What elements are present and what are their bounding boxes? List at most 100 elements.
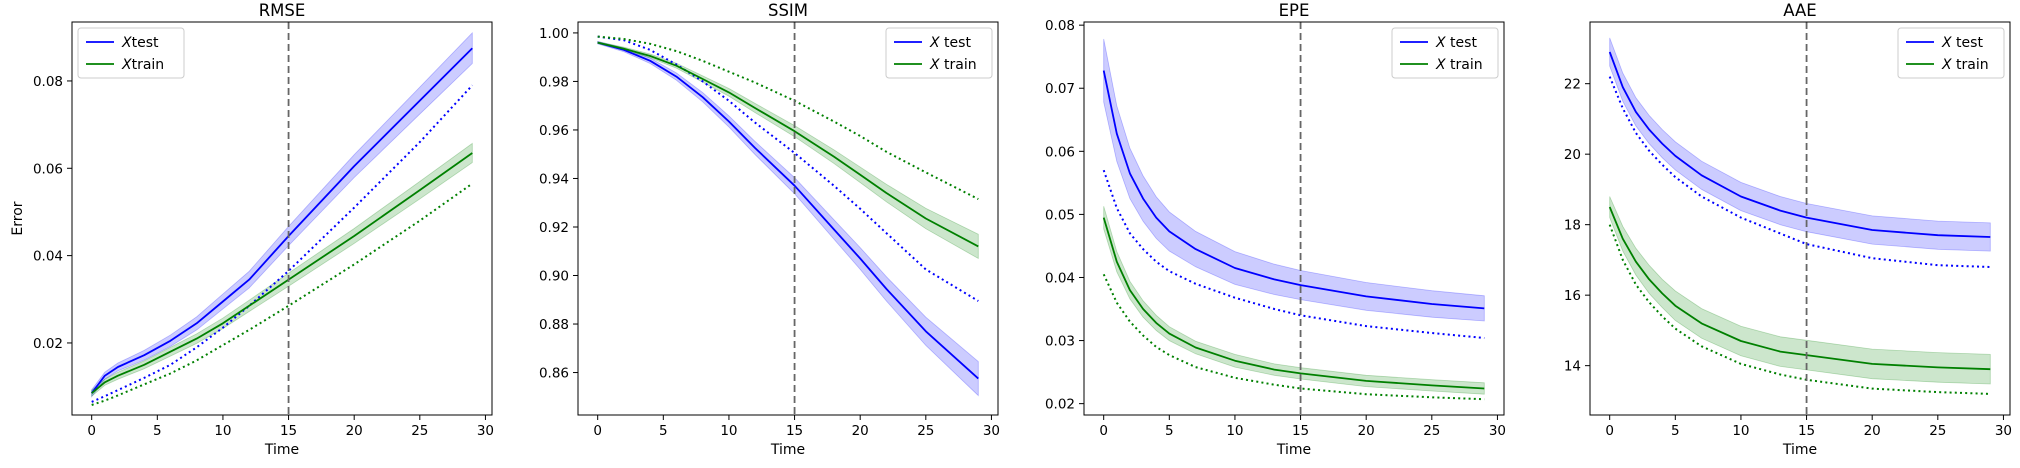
y-tick-label: 16 xyxy=(1564,288,1581,304)
x-tick-label: 15 xyxy=(1292,423,1309,439)
y-tick-label: 0.06 xyxy=(33,161,63,177)
legend: X test X train xyxy=(885,27,993,79)
legend-label-test: Xtest xyxy=(121,35,159,51)
series-line-test-dotted xyxy=(91,84,474,403)
x-tick-label: 5 xyxy=(659,423,668,439)
series-line-train-solid xyxy=(1608,206,1991,371)
legend-label-test: X test xyxy=(929,35,971,51)
y-tick-label: 0.07 xyxy=(1045,81,1075,97)
y-tick-label: 0.06 xyxy=(1045,144,1075,160)
series-line-train-dotted xyxy=(597,35,979,200)
panel-epe: 0 5 10 15 20 25 30 0.02 0.03 0.04 0.05 0.06 0.07 0.08… xyxy=(1045,1,1506,458)
y-tick-label: 20 xyxy=(1564,147,1581,163)
series-line-train-dotted xyxy=(1102,273,1485,401)
series-line-test-dotted xyxy=(1102,169,1485,339)
legend-label-train: X train xyxy=(1941,57,1989,73)
y-tick-label: 0.88 xyxy=(539,317,569,333)
series-line-train-solid xyxy=(1102,217,1485,390)
legend: X test X train xyxy=(1391,27,1499,79)
x-tick-label: 20 xyxy=(1864,423,1881,439)
y-tick-label: 0.98 xyxy=(539,74,569,90)
series-line-test-dotted xyxy=(597,35,979,302)
series-line-test-solid xyxy=(90,47,473,394)
x-tick-label: 15 xyxy=(280,423,297,439)
legend-box xyxy=(1897,27,2005,79)
x-tick-label: 10 xyxy=(1226,423,1243,439)
series-line-test-solid xyxy=(1102,70,1485,310)
series-line-train-solid xyxy=(91,152,473,394)
x-tick-label: 20 xyxy=(346,423,363,439)
y-tick-label: 0.04 xyxy=(33,249,63,265)
x-tick-label: 25 xyxy=(1929,423,1946,439)
y-axis-label: Error xyxy=(10,201,26,235)
x-axis-label: Time xyxy=(770,442,805,458)
x-tick-label: 0 xyxy=(1605,423,1614,439)
chart-title: RMSE xyxy=(259,1,306,20)
series-line-train-dotted xyxy=(1608,224,1991,395)
confidence-band-train xyxy=(91,142,473,398)
panel-aae: 0 5 10 15 20 25 30 14 16 18 20 22 AAE Time X test X tra… xyxy=(1564,1,2012,458)
x-tick-label: 25 xyxy=(1423,423,1440,439)
y-tick-label: 0.96 xyxy=(539,123,569,139)
panel-ssim: 0 5 10 15 20 25 30 0.86 0.88 0.90 0.92 0.94 0.96 0.98… xyxy=(539,1,1000,458)
chart-title: EPE xyxy=(1279,1,1310,20)
x-tick-label: 0 xyxy=(593,423,602,439)
y-tick-label: 0.03 xyxy=(1045,334,1075,350)
x-tick-label: 10 xyxy=(214,423,231,439)
y-tick-label: 0.08 xyxy=(1045,18,1075,34)
x-tick-label: 20 xyxy=(852,423,869,439)
confidence-band-train xyxy=(1609,196,1991,385)
chart-title: AAE xyxy=(1783,1,1816,20)
confidence-band-test xyxy=(91,31,473,398)
legend-box xyxy=(1391,27,1499,79)
confidence-band-train xyxy=(597,41,979,260)
x-tick-label: 15 xyxy=(1798,423,1815,439)
panel-rmse: 0 5 10 15 20 25 30 0.02 0.04 0.06 0.08 RMSE Time Erro… xyxy=(10,1,494,458)
x-tick-label: 30 xyxy=(477,423,494,439)
x-axis-label: Time xyxy=(264,442,299,458)
legend-label-test: X test xyxy=(1941,35,1983,51)
x-tick-label: 5 xyxy=(1671,423,1680,439)
x-tick-label: 30 xyxy=(1995,423,2012,439)
x-axis-label: Time xyxy=(1276,442,1311,458)
confidence-band-test xyxy=(1103,38,1485,322)
x-tick-label: 30 xyxy=(1489,423,1506,439)
y-tick-label: 18 xyxy=(1564,218,1581,234)
confidence-band-test xyxy=(597,40,979,397)
x-axis-label: Time xyxy=(1782,442,1817,458)
x-tick-label: 5 xyxy=(1165,423,1174,439)
y-tick-label: 22 xyxy=(1564,77,1581,93)
plot-frame xyxy=(71,21,493,416)
y-tick-label: 0.04 xyxy=(1045,270,1075,286)
x-tick-label: 5 xyxy=(153,423,162,439)
series-line-train-solid xyxy=(597,41,979,248)
legend-box xyxy=(77,27,185,79)
plot-frame xyxy=(577,21,999,416)
legend-label-train: X train xyxy=(929,57,977,73)
y-tick-label: 14 xyxy=(1564,359,1581,375)
x-tick-label: 20 xyxy=(1358,423,1375,439)
x-tick-label: 10 xyxy=(720,423,737,439)
plot-frame xyxy=(1589,21,2011,416)
legend-box xyxy=(885,27,993,79)
chart-title: SSIM xyxy=(768,1,808,20)
legend: X test X train xyxy=(1897,27,2005,79)
x-tick-label: 0 xyxy=(87,423,96,439)
confidence-band-train xyxy=(1103,206,1485,395)
x-tick-label: 15 xyxy=(786,423,803,439)
series-line-train-dotted xyxy=(91,182,473,406)
legend-label-train: Xtrain xyxy=(121,57,164,73)
y-tick-label: 0.86 xyxy=(539,366,569,382)
y-tick-label: 0.90 xyxy=(539,269,569,285)
y-tick-label: 0.02 xyxy=(33,336,63,352)
y-tick-label: 0.05 xyxy=(1045,207,1075,223)
x-tick-label: 25 xyxy=(411,423,428,439)
y-tick-label: 1.00 xyxy=(539,26,569,42)
x-tick-label: 30 xyxy=(983,423,1000,439)
legend-label-test: X test xyxy=(1435,35,1477,51)
x-tick-label: 25 xyxy=(917,423,934,439)
confidence-band-test xyxy=(1609,37,1991,252)
x-tick-label: 10 xyxy=(1732,423,1749,439)
legend: Xtest Xtrain xyxy=(77,27,185,79)
